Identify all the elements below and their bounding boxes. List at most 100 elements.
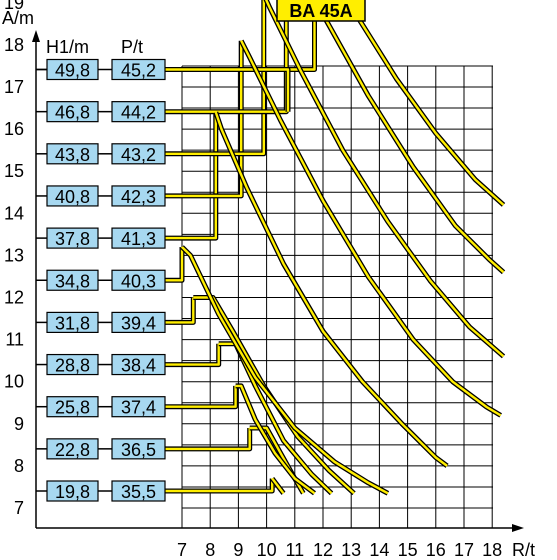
p-value: 41,3 xyxy=(121,229,156,249)
p-value: 44,2 xyxy=(121,103,156,123)
p-value: 45,2 xyxy=(121,61,156,81)
x-tick-label: 8 xyxy=(205,540,215,560)
h1-value: 22,8 xyxy=(55,440,90,460)
model-badge: BA 45A xyxy=(276,0,366,22)
connector-line xyxy=(165,112,217,240)
load-curve-outline xyxy=(263,0,506,359)
p-value: 37,4 xyxy=(121,398,156,418)
h1-column-label: H1/m xyxy=(46,37,89,57)
config-row: 34,8 40,3 xyxy=(36,269,166,291)
p-value: 35,5 xyxy=(121,482,156,502)
connector-line-outline xyxy=(165,40,244,199)
model-badge-label: BA 45A xyxy=(289,1,352,21)
load-curve xyxy=(271,477,285,495)
connector-line xyxy=(165,40,243,198)
load-curve xyxy=(214,111,448,467)
h1-value: 28,8 xyxy=(55,356,90,376)
x-tick-label: 9 xyxy=(233,540,243,560)
configuration-boxes: 19,8 35,5 22,8 36,5 25,8 37,4 28,8 38,4 31,8 39,4… xyxy=(36,58,166,502)
p-box xyxy=(111,269,166,291)
p-column-label: P/t xyxy=(121,37,143,57)
h1-value: 43,8 xyxy=(55,145,90,165)
h1-box xyxy=(46,353,99,376)
config-row: 22,8 36,5 xyxy=(36,438,166,460)
h1-value: 37,8 xyxy=(55,229,90,249)
h1-value: 40,8 xyxy=(55,187,90,207)
y-axis-label: A/m xyxy=(2,8,34,28)
connector-line xyxy=(165,428,251,451)
config-row: 49,8 45,2 xyxy=(36,58,166,81)
y-tick-label: 18 xyxy=(4,35,24,55)
connector-line-outline xyxy=(165,385,239,410)
connector-line-outline xyxy=(165,247,185,283)
p-value: 40,3 xyxy=(121,271,156,291)
load-curve-outline xyxy=(344,0,506,207)
p-value: 39,4 xyxy=(121,313,156,333)
bracket-line xyxy=(165,68,290,112)
connector-line xyxy=(165,343,220,366)
h1-box xyxy=(46,396,99,418)
y-tick-label: 14 xyxy=(4,203,24,223)
config-row: 19,8 35,5 xyxy=(36,480,166,502)
x-tick-label: 7 xyxy=(177,540,187,560)
chart-grid xyxy=(181,65,493,528)
load-curve-outline xyxy=(193,295,356,496)
load-curve xyxy=(264,0,505,358)
x-tick-label: 11 xyxy=(285,540,304,560)
x-tick-label: 13 xyxy=(341,540,361,560)
h1-box xyxy=(46,269,99,291)
load-curve xyxy=(346,0,505,206)
load-curve xyxy=(240,40,502,417)
y-tick-label: 16 xyxy=(4,119,24,139)
y-axis-arrow xyxy=(32,30,40,42)
h1-box xyxy=(46,143,99,165)
p-box xyxy=(111,480,166,502)
curve-connectors xyxy=(165,0,317,494)
connector-line xyxy=(165,297,195,324)
h1-value: 34,8 xyxy=(55,271,90,291)
config-row: 40,8 42,3 xyxy=(36,185,166,207)
h1-value: 31,8 xyxy=(55,313,90,333)
curves xyxy=(180,0,506,496)
load-curve xyxy=(235,384,316,495)
p-box xyxy=(111,227,166,249)
p-value: 42,3 xyxy=(121,187,156,207)
connector-line xyxy=(165,0,265,155)
h1-value: 19,8 xyxy=(55,482,90,502)
y-tick-label: 19 xyxy=(4,0,24,13)
h1-value: 46,8 xyxy=(55,103,90,123)
p-box xyxy=(111,396,166,418)
load-curve-outline xyxy=(218,341,334,496)
p-value: 43,2 xyxy=(121,145,156,165)
y-tick-label: 17 xyxy=(4,77,24,97)
p-box xyxy=(111,101,166,123)
x-tick-label: 12 xyxy=(313,540,333,560)
h1-box xyxy=(46,311,99,333)
p-box xyxy=(111,58,166,81)
y-tick-label: 12 xyxy=(4,288,24,308)
h1-box xyxy=(46,438,99,460)
x-tick-label: 10 xyxy=(257,540,277,560)
connector-line-outline xyxy=(165,112,219,241)
connector-line-outline xyxy=(165,478,275,494)
p-box xyxy=(111,143,166,165)
load-curve xyxy=(181,246,389,495)
y-tick-label: 11 xyxy=(5,330,24,350)
y-tick-label: 13 xyxy=(4,245,24,265)
x-axis-arrow xyxy=(512,524,524,532)
y-tick-labels: 789101112131415161718192021 xyxy=(4,0,24,518)
p-value: 36,5 xyxy=(121,440,156,460)
h1-value: 49,8 xyxy=(55,61,90,81)
load-curve xyxy=(314,0,505,274)
model-badge-box xyxy=(276,0,366,22)
x-tick-label: 17 xyxy=(454,540,474,560)
config-row: 28,8 38,4 xyxy=(36,353,166,376)
x-tick-labels: 7 8 9 10 11 12 13 14 15 16 17 18 xyxy=(177,540,502,560)
x-axis-label: R/t xyxy=(512,540,535,560)
connector-line-outline xyxy=(165,428,253,452)
config-row: 37,8 41,3 xyxy=(36,227,166,249)
bracket-line-outline xyxy=(165,67,291,112)
h1-box xyxy=(46,185,99,207)
y-tick-label: 15 xyxy=(4,161,24,181)
